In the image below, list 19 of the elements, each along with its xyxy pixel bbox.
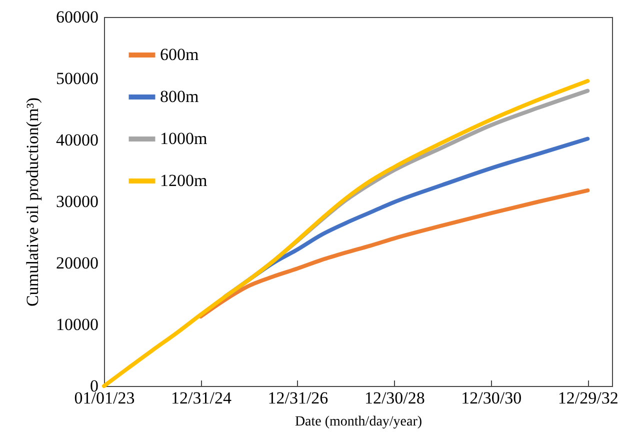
y-tick-label: 30000 — [56, 192, 98, 211]
line-series — [198, 188, 590, 319]
legend-label: 600m — [160, 45, 199, 64]
x-tick-label: 12/31/24 — [170, 388, 232, 408]
x-tick-label: 12/30/28 — [364, 388, 425, 408]
y-tick-label: 50000 — [56, 69, 98, 88]
x-tick-label: 12/29/32 — [558, 388, 618, 408]
y-tick-label: 60000 — [56, 8, 98, 26]
legend-label: 800m — [160, 87, 199, 106]
legend-label: 1000m — [160, 129, 208, 148]
x-tick-label: 12/31/26 — [268, 388, 328, 408]
legend-label: 1200m — [160, 171, 208, 190]
y-axis-title: Cumulative oil production(m³) — [23, 97, 42, 307]
y-tick-label: 20000 — [56, 254, 98, 272]
x-tick-label: 12/30/30 — [461, 388, 522, 408]
x-axis-title: Date (month/day/year) — [294, 414, 422, 430]
y-tick-label: 40000 — [56, 130, 98, 150]
line-series — [102, 78, 590, 388]
y-tick-label: 10000 — [56, 315, 98, 334]
